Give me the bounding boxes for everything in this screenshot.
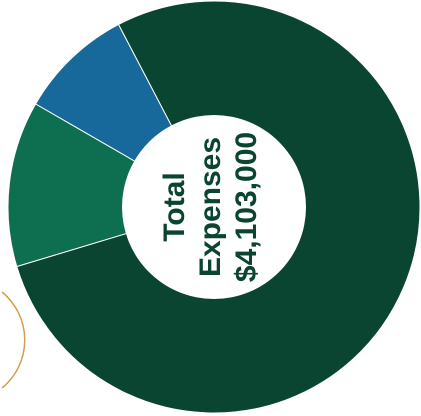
donut-center-hole bbox=[122, 115, 306, 299]
decorative-accent-arc bbox=[1, 291, 26, 389]
center-label-line-1: Total bbox=[158, 172, 191, 241]
donut-slice-3 bbox=[7, 103, 216, 268]
center-label-line-2: Expenses bbox=[194, 137, 227, 277]
center-label: Total Expenses $4,103,000 bbox=[158, 132, 263, 282]
center-label-line-3: $4,103,000 bbox=[230, 132, 263, 282]
